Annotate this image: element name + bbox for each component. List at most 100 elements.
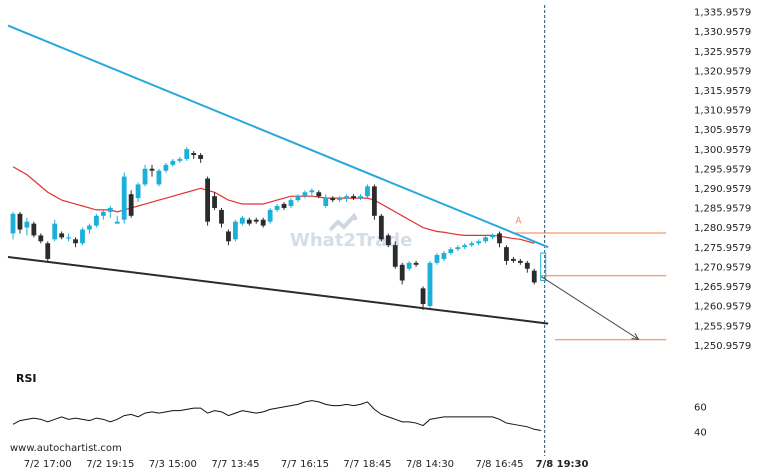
price-tick-label: 1,275.9579 xyxy=(694,243,751,254)
pattern-point-label: A xyxy=(515,217,522,227)
candle xyxy=(24,217,30,236)
candle xyxy=(490,233,495,240)
candle xyxy=(455,245,461,252)
time-tick-label: 7/7 16:15 xyxy=(281,459,329,470)
candle xyxy=(427,260,433,308)
candle xyxy=(441,251,447,261)
rsi-title: RSI xyxy=(16,372,37,385)
candle xyxy=(511,256,516,263)
support-trendline xyxy=(7,255,549,325)
time-tick-label: 7/2 17:00 xyxy=(24,459,72,470)
forecast-arrow xyxy=(540,276,639,340)
time-axis: 7/2 17:00 7/2 19:15 7/3 15:00 7/7 13:45 7/7 … xyxy=(24,459,589,470)
candle xyxy=(323,194,329,208)
candle xyxy=(52,219,58,242)
candle xyxy=(212,192,217,210)
price-tick-label: 1,330.9579 xyxy=(694,27,751,38)
candle xyxy=(149,164,155,177)
candle xyxy=(45,241,51,261)
price-tick-label: 1,290.9579 xyxy=(694,184,751,195)
price-tick-label: 1,280.9579 xyxy=(694,223,751,234)
price-tick-label: 1,270.9579 xyxy=(694,262,751,273)
candle xyxy=(337,196,343,203)
candle xyxy=(504,245,509,265)
time-tick-label: 7/8 14:30 xyxy=(406,459,454,470)
rsi-line xyxy=(12,400,542,432)
candle xyxy=(448,247,454,256)
price-tick-label: 1,285.9579 xyxy=(694,204,751,215)
candle xyxy=(205,176,210,226)
candle xyxy=(372,184,377,220)
rsi-tick-label: 60 xyxy=(694,402,707,413)
candle xyxy=(309,188,315,197)
candle xyxy=(330,196,336,203)
candle xyxy=(246,217,252,226)
time-tick-label: 7/8 19:30 xyxy=(536,459,589,470)
price-tick-label: 1,325.9579 xyxy=(694,47,751,58)
candle xyxy=(378,213,384,242)
candle xyxy=(476,239,482,246)
rsi-tick-label: 40 xyxy=(694,427,707,438)
candle xyxy=(316,190,322,199)
price-tick-label: 1,315.9579 xyxy=(694,86,751,97)
candle xyxy=(219,207,224,228)
candle xyxy=(274,204,280,212)
price-tick-label: 1,255.9579 xyxy=(694,321,751,332)
candle xyxy=(135,182,141,203)
candle xyxy=(128,190,134,218)
candle xyxy=(399,262,405,285)
forecast-arrow-head xyxy=(631,333,640,340)
candle xyxy=(406,260,412,271)
candle xyxy=(483,235,488,244)
candle xyxy=(281,202,287,210)
candle xyxy=(392,241,398,269)
price-tick-label: 1,295.9579 xyxy=(694,164,751,175)
price-tick-label: 1,335.9579 xyxy=(694,8,751,19)
candle xyxy=(226,229,231,246)
candle xyxy=(365,184,370,199)
price-tick-label: 1,265.9579 xyxy=(694,282,751,293)
candle xyxy=(469,241,475,248)
time-tick-label: 7/3 15:00 xyxy=(149,459,197,470)
candle xyxy=(184,147,190,161)
candle xyxy=(163,162,169,173)
candle xyxy=(73,237,78,248)
candle xyxy=(344,194,349,203)
price-axis: 1,335.9579 1,330.9579 1,325.9579 1,320.9579… xyxy=(694,8,751,352)
candle xyxy=(121,172,127,224)
candle xyxy=(420,286,426,310)
candle xyxy=(107,205,113,218)
price-tick-label: 1,260.9579 xyxy=(694,302,751,313)
time-tick-label: 7/2 19:15 xyxy=(86,459,134,470)
projection-candle xyxy=(540,252,547,281)
candle xyxy=(295,194,301,203)
candle xyxy=(114,215,120,224)
site-url[interactable]: www.autochartist.com xyxy=(10,443,122,454)
candle xyxy=(198,153,204,163)
time-tick-label: 7/7 13:45 xyxy=(211,459,259,470)
rsi-panel: RSI 60 40 xyxy=(12,372,707,438)
candle xyxy=(66,233,71,242)
price-plot: A xyxy=(7,5,667,456)
price-tick-label: 1,305.9579 xyxy=(694,125,751,136)
resistance-trendline xyxy=(7,24,549,249)
candle xyxy=(17,211,23,234)
candle xyxy=(38,233,44,244)
candle xyxy=(156,168,162,187)
candle xyxy=(385,233,391,248)
price-tick-label: 1,310.9579 xyxy=(694,106,751,117)
candle xyxy=(59,231,65,240)
candle xyxy=(267,207,273,224)
candle xyxy=(524,260,530,273)
price-tick-label: 1,320.9579 xyxy=(694,66,751,77)
candle xyxy=(100,209,106,220)
moving-average-line xyxy=(12,166,535,244)
candle xyxy=(239,215,245,226)
price-tick-label: 1,300.9579 xyxy=(694,145,751,156)
candle xyxy=(10,211,16,240)
candle xyxy=(462,243,468,250)
candle xyxy=(142,164,148,187)
candle xyxy=(260,217,266,228)
candle xyxy=(87,223,92,234)
